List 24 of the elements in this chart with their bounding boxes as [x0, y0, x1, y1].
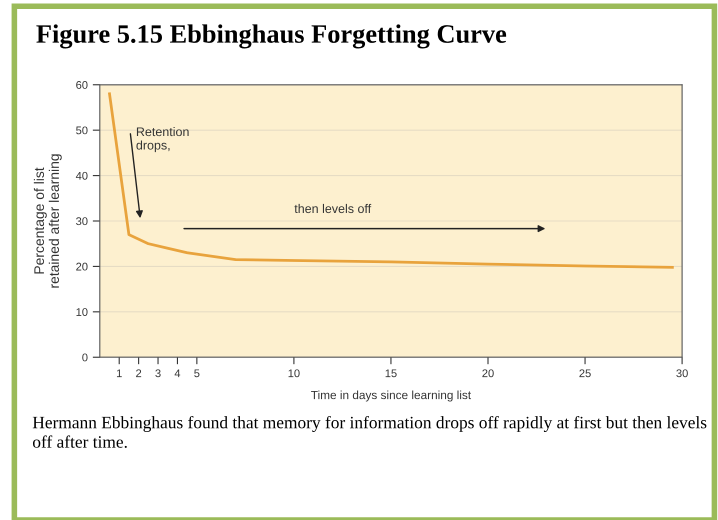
x-tick-label: 25	[579, 369, 591, 378]
x-tick-label: 15	[386, 369, 397, 378]
annotation: Retention drops,	[136, 126, 189, 152]
y-tick-label: 40	[76, 172, 88, 180]
chart-title: Figure 5.15 Ebbinghaus Forgetting Curve	[36, 24, 506, 48]
y-tick-label: 0	[82, 354, 88, 362]
x-tick-label: 2	[136, 369, 142, 378]
x-tick-label: 20	[482, 369, 494, 378]
x-tick-label: 30	[676, 369, 688, 378]
x-tick-label: 5	[194, 369, 200, 378]
x-tick-label: 10	[288, 369, 300, 378]
y-tick-label: 60	[76, 81, 88, 89]
x-axis-title: Time in days since learning list	[311, 390, 472, 402]
text: Hermann Ebbinghaus found that memory for information drops off rapidly at first but then levels off after time.	[32, 416, 706, 448]
y-axis-title: Percentage of list retained after learning	[34, 154, 62, 288]
y-tick-label: 50	[76, 126, 88, 134]
y-tick-label: 20	[76, 262, 88, 271]
y-tick-label: 10	[76, 308, 88, 316]
x-tick-label: 3	[155, 369, 161, 378]
y-tick-label: 30	[76, 217, 88, 226]
x-tick-label: 4	[174, 369, 180, 378]
annotation: then levels off	[294, 204, 372, 214]
x-tick-label: 1	[116, 369, 122, 378]
line-series	[108, 92, 674, 269]
